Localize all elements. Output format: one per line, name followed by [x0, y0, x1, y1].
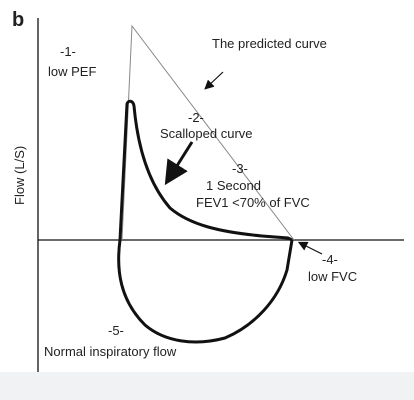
predicted-arrow — [204, 71, 224, 90]
fvc-arrow — [297, 241, 323, 255]
predicted-curve — [121, 24, 295, 241]
fev1-ratio-label: FEV1 <70% of FVC — [196, 195, 310, 210]
inspiratory-label: Normal inspiratory flow — [44, 344, 177, 359]
low-fvc-number: -4- — [322, 252, 338, 267]
scalloped-label: Scalloped curve — [160, 126, 253, 141]
low-pef-label: low PEF — [48, 64, 96, 79]
y-axis-label: Flow (L/S) — [12, 146, 27, 205]
fev1-number: -3- — [232, 161, 248, 176]
low-pef-number: -1- — [60, 44, 76, 59]
scalloped-number: -2- — [188, 110, 204, 125]
one-second-label: 1 Second — [206, 178, 261, 193]
diagram-svg: b Flow (L/S) -1- low PEF The predicted c… — [12, 9, 404, 372]
scalloped-arrow — [164, 141, 194, 186]
scalloped-expiratory-curve — [118, 99, 293, 242]
inspiratory-curve — [117, 239, 294, 344]
predicted-curve-label: The predicted curve — [212, 36, 327, 51]
footer-strip — [0, 372, 414, 400]
panel-label: b — [12, 9, 24, 31]
flow-volume-diagram: b Flow (L/S) -1- low PEF The predicted c… — [12, 9, 404, 372]
inspiratory-number: -5- — [108, 323, 124, 338]
low-fvc-label: low FVC — [308, 269, 357, 284]
